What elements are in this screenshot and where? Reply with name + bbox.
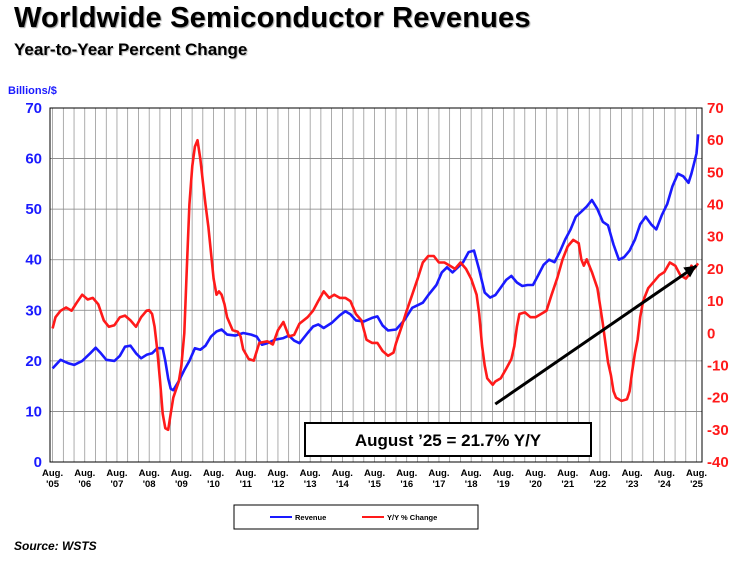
series-lines xyxy=(51,134,700,432)
x-tick-label-top: Aug. xyxy=(493,468,514,479)
y-left-tick-label: 20 xyxy=(25,353,42,370)
y-left-tick-label: 10 xyxy=(25,403,42,420)
x-tick-label-bottom: '11 xyxy=(240,479,253,490)
y-left-tick-label: 40 xyxy=(25,252,42,269)
x-tick-label-bottom: '08 xyxy=(143,479,156,490)
y-right-tick-label: 50 xyxy=(707,164,724,181)
x-tick-label-bottom: '14 xyxy=(336,479,350,490)
x-axis: Aug.'05Aug.'06Aug.'07Aug.'08Aug.'09Aug.'… xyxy=(42,468,707,490)
y-right-tick-label: -30 xyxy=(707,422,729,439)
x-tick-label-top: Aug. xyxy=(300,468,321,479)
x-tick-label-bottom: '06 xyxy=(78,479,91,490)
x-tick-label-top: Aug. xyxy=(332,468,353,479)
y-right-tick-label: 70 xyxy=(707,100,724,117)
legend-yy-label: Y/Y % Change xyxy=(387,513,437,522)
annotation-box: August ’25 = 21.7% Y/Y xyxy=(304,422,592,457)
y-left-axis-label: Billions/$ xyxy=(8,85,57,97)
x-tick-label-top: Aug. xyxy=(654,468,675,479)
x-tick-label-bottom: '13 xyxy=(304,479,317,490)
source-note: Source: WSTS xyxy=(14,539,97,553)
x-tick-label-bottom: '17 xyxy=(433,479,446,490)
gridlines xyxy=(50,107,702,463)
x-tick-label-bottom: '21 xyxy=(561,479,575,490)
y-left-axis: 0 10 20 30 40 50 60 70 xyxy=(25,100,42,471)
x-tick-label-top: Aug. xyxy=(396,468,417,479)
x-tick-label-bottom: '23 xyxy=(626,479,639,490)
y-right-tick-label: 30 xyxy=(707,229,724,246)
x-tick-label-top: Aug. xyxy=(461,468,482,479)
x-tick-label-bottom: '24 xyxy=(658,479,672,490)
y-left-tick-label: 60 xyxy=(25,151,42,168)
y-left-tick-label: 70 xyxy=(25,100,42,117)
chart-subtitle: Year-to-Year Percent Change xyxy=(14,40,248,59)
chart-title: Worldwide Semiconductor Revenues xyxy=(14,2,531,34)
x-tick-label-top: Aug. xyxy=(686,468,707,479)
y-left-tick-label: 0 xyxy=(34,454,42,471)
y-right-tick-label: 0 xyxy=(707,325,715,342)
y-right-axis: -40 -30 -20 -10 0 10 20 30 40 50 60 70 xyxy=(707,100,729,471)
x-tick-label-bottom: '18 xyxy=(465,479,478,490)
x-tick-label-bottom: '05 xyxy=(46,479,60,490)
x-tick-label-top: Aug. xyxy=(235,468,256,479)
x-tick-label-top: Aug. xyxy=(203,468,224,479)
x-tick-label-top: Aug. xyxy=(171,468,192,479)
y-right-tick-label: 10 xyxy=(707,293,724,310)
y-left-tick-label: 50 xyxy=(25,201,42,218)
trend-arrow-head xyxy=(683,265,697,278)
y-left-tick-label: 30 xyxy=(25,302,42,319)
y-right-tick-label: -40 xyxy=(707,454,729,471)
trend-arrow xyxy=(494,264,698,406)
x-tick-label-top: Aug. xyxy=(525,468,546,479)
revenue-line xyxy=(51,134,700,392)
y-right-tick-label: -20 xyxy=(707,390,729,407)
x-tick-label-bottom: '20 xyxy=(529,479,542,490)
x-tick-label-top: Aug. xyxy=(74,468,95,479)
x-tick-label-bottom: '10 xyxy=(207,479,220,490)
x-tick-label-bottom: '25 xyxy=(690,479,704,490)
x-tick-label-bottom: '19 xyxy=(497,479,510,490)
yy-change-line xyxy=(51,138,700,432)
x-tick-label-bottom: '07 xyxy=(111,479,124,490)
y-right-tick-label: -10 xyxy=(707,357,729,374)
x-tick-label-top: Aug. xyxy=(557,468,578,479)
x-tick-label-top: Aug. xyxy=(106,468,127,479)
x-tick-label-bottom: '22 xyxy=(594,479,607,490)
y-right-tick-label: 60 xyxy=(707,132,724,149)
legend: Revenue Y/Y % Change xyxy=(233,504,479,530)
x-tick-label-top: Aug. xyxy=(622,468,643,479)
x-tick-label-top: Aug. xyxy=(428,468,449,479)
y-right-tick-label: 20 xyxy=(707,261,724,278)
legend-revenue-label: Revenue xyxy=(295,513,326,522)
x-tick-label-top: Aug. xyxy=(364,468,385,479)
x-tick-label-bottom: '12 xyxy=(272,479,285,490)
x-tick-label-top: Aug. xyxy=(139,468,160,479)
y-right-tick-label: 40 xyxy=(707,197,724,214)
x-tick-label-bottom: '16 xyxy=(400,479,413,490)
x-tick-label-top: Aug. xyxy=(589,468,610,479)
plot-area-frame xyxy=(49,107,703,463)
x-tick-label-top: Aug. xyxy=(267,468,288,479)
x-tick-label-bottom: '09 xyxy=(175,479,188,490)
trend-arrow-shaft xyxy=(494,264,698,406)
x-tick-label-top: Aug. xyxy=(42,468,63,479)
x-tick-label-bottom: '15 xyxy=(368,479,382,490)
annotation-text: August ’25 = 21.7% Y/Y xyxy=(355,431,542,450)
